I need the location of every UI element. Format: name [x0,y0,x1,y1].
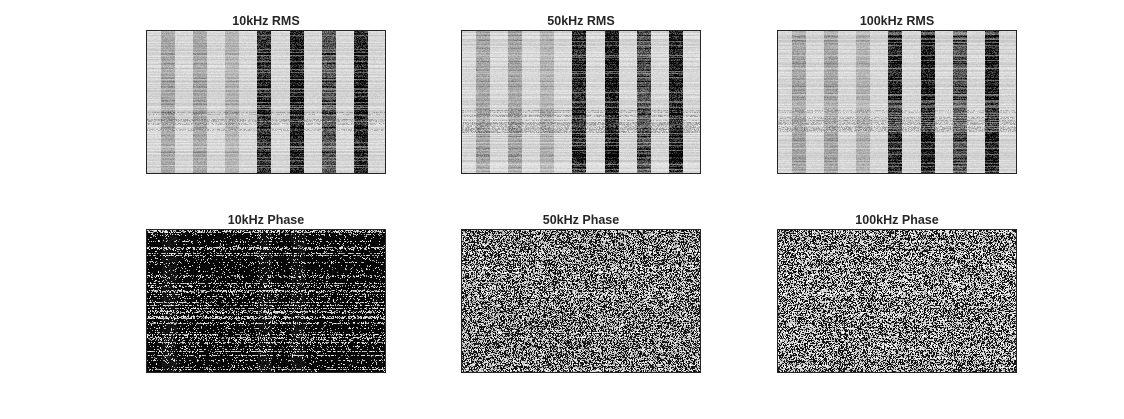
heatmap-10khz-rms [146,30,386,174]
panel-title: 10kHz RMS [232,14,300,28]
panel-title: 50kHz RMS [547,14,615,28]
panel-title: 10kHz Phase [227,213,305,227]
heatmap-10khz-phase [146,229,386,373]
heatmap-100khz-rms [777,30,1017,174]
heatmap-50khz-phase [461,229,701,373]
heatmap-100khz-phase [777,229,1017,373]
panel-title: 50kHz Phase [542,213,620,227]
panel-title: 100kHz Phase [855,213,939,227]
heatmap-50khz-rms [461,30,701,174]
panel-title: 100kHz RMS [859,14,935,28]
